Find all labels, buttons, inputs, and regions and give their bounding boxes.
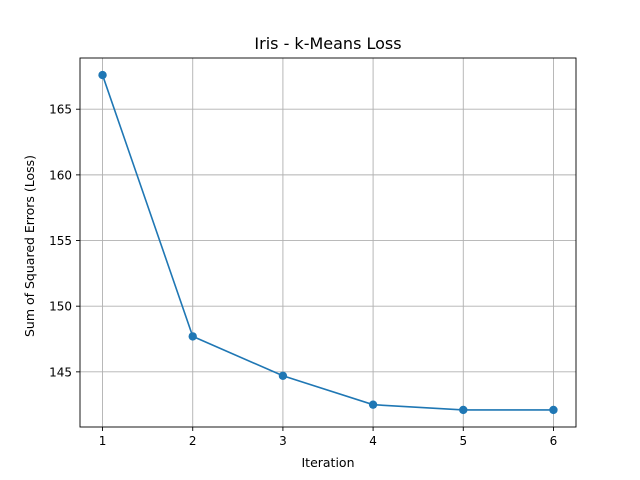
loss-data-point bbox=[549, 405, 558, 415]
loss-data-point bbox=[368, 400, 378, 409]
x-tick-label: 4 bbox=[369, 434, 377, 448]
y-tick-label: 150 bbox=[49, 300, 72, 314]
x-tick-label: 1 bbox=[99, 434, 107, 448]
grid-lines bbox=[80, 58, 576, 427]
loss-series-line bbox=[101, 74, 554, 411]
data-series bbox=[98, 70, 558, 415]
y-axis-label: Sum of Squared Errors (Loss) bbox=[22, 155, 37, 337]
x-tick-label: 2 bbox=[189, 434, 197, 448]
loss-data-point bbox=[98, 70, 107, 80]
loss-data-point bbox=[459, 405, 468, 415]
x-tick-label: 3 bbox=[279, 434, 287, 448]
x-tick-label: 6 bbox=[550, 434, 558, 448]
loss-data-point bbox=[278, 371, 288, 380]
chart-title: Iris - k-Means Loss bbox=[254, 34, 401, 53]
x-axis-label: Iteration bbox=[301, 455, 354, 470]
x-tick-label: 5 bbox=[459, 434, 467, 448]
plot-frame bbox=[79, 57, 577, 428]
y-tick-label: 145 bbox=[49, 365, 72, 379]
axis-ticks: 1 2 3 4 5 6 145 150 155 160 165 bbox=[49, 103, 557, 448]
loss-data-point bbox=[188, 332, 197, 341]
y-tick-label: 165 bbox=[49, 103, 72, 117]
y-tick-label: 155 bbox=[49, 234, 72, 248]
y-tick-label: 160 bbox=[49, 168, 72, 182]
